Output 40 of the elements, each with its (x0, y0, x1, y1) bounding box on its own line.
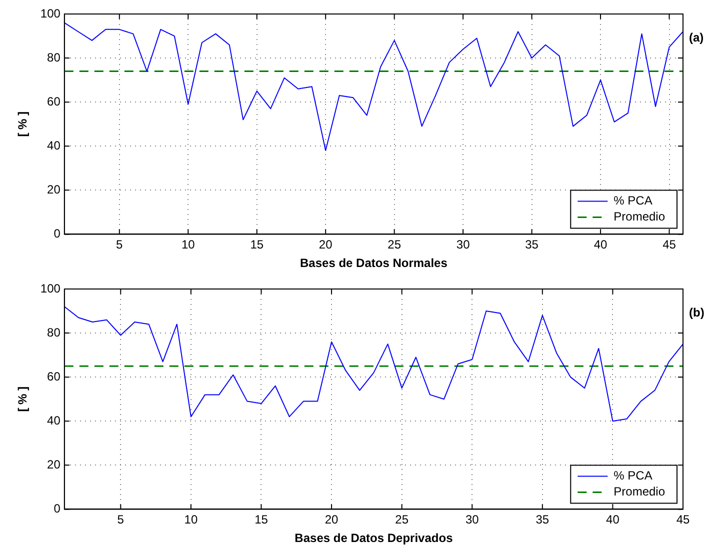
x-tick-label: 20 (324, 512, 339, 527)
y-axis-title: [ % ] (16, 111, 30, 137)
legend-label: Promedio (614, 210, 666, 224)
text: (a) (689, 30, 704, 44)
legend-label: % PCA (614, 468, 652, 483)
y-tick-label: 60 (47, 94, 61, 108)
x-tick-label: 35 (525, 238, 539, 252)
y-tick-label: 40 (47, 138, 61, 152)
legend-label: Promedio (614, 484, 666, 499)
x-tick-label: 5 (117, 512, 124, 527)
y-tick-label: 20 (47, 182, 61, 196)
y-tick-label: 0 (54, 502, 61, 516)
x-tick-label: 45 (676, 512, 690, 527)
x-tick-label: 40 (606, 512, 620, 527)
y-tick-label: 80 (47, 50, 61, 64)
x-tick-label: 5 (116, 238, 124, 252)
x-axis-title: Bases de Datos Deprivados (294, 531, 454, 546)
x-axis-title: Bases de Datos Normales (300, 256, 448, 270)
x-tick-label: 20 (318, 238, 333, 252)
y-tick-label: 0 (54, 226, 61, 241)
x-tick-label: 25 (388, 238, 402, 252)
y-tick-label: 60 (47, 369, 61, 384)
x-tick-label: 15 (254, 512, 268, 527)
x-tick-label: 30 (456, 238, 470, 252)
x-tick-label: 40 (594, 238, 608, 252)
x-tick-label: 15 (250, 238, 264, 252)
y-tick-label: 100 (40, 6, 61, 20)
y-tick-label: 20 (47, 457, 61, 472)
x-tick-label: 10 (181, 238, 196, 252)
y-tick-label: 80 (47, 325, 61, 340)
x-tick-label: 10 (184, 512, 198, 527)
y-tick-label: 40 (47, 413, 61, 428)
x-tick-label: 25 (395, 512, 409, 527)
y-tick-label: 100 (40, 281, 61, 296)
legend-label: % PCA (614, 194, 652, 208)
x-tick-label: 45 (662, 238, 676, 252)
x-tick-label: 35 (536, 512, 550, 527)
x-tick-label: 30 (465, 512, 480, 527)
y-axis-title: [ % ] (16, 386, 30, 412)
text: (b) (689, 305, 704, 320)
